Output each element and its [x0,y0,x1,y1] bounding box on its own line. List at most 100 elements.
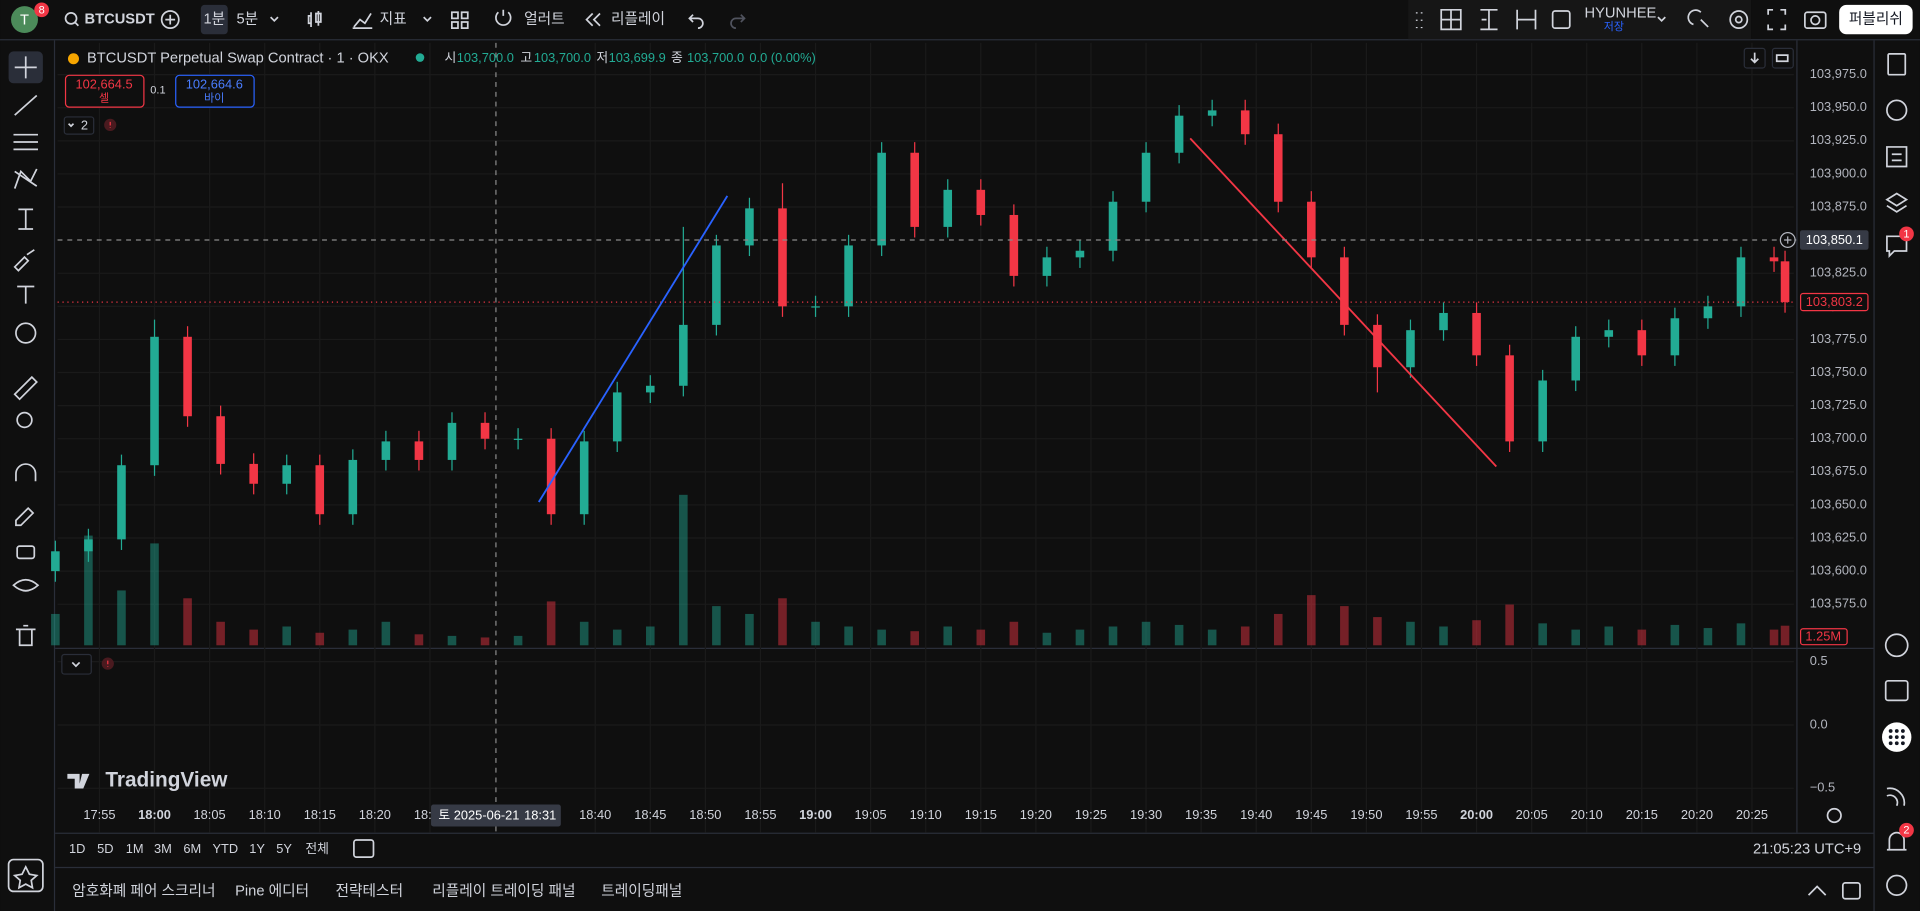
volume-bar [1604,626,1614,646]
trend-line-up[interactable] [538,195,729,503]
x-tick-label: 20:25 [1736,807,1768,822]
ohlc-label: 시 [445,50,457,65]
projection-tool[interactable] [18,208,34,230]
bottom-tab[interactable]: 리플레이 트레이딩 패널 [432,882,575,899]
quick-search[interactable] [1687,9,1709,28]
star-icon [12,865,39,890]
news-panel[interactable] [1886,146,1908,168]
pattern-tool[interactable] [13,168,38,189]
user-name[interactable]: HYUNHEE [1584,5,1656,21]
volume-bar [51,613,60,646]
x-tick-label: 19:05 [855,807,887,822]
bottom-tab[interactable]: 트레이딩패널 [601,882,682,899]
interval-dropdown[interactable] [270,16,279,23]
fullscreen-button[interactable] [1767,8,1787,31]
bottom-tab[interactable]: Pine 에디터 [235,882,309,899]
range-button[interactable]: 5D [97,841,113,856]
icon-tool[interactable] [15,322,37,344]
ruler-tool[interactable] [13,375,38,401]
snapshot-button[interactable] [1804,11,1827,30]
brush-tool[interactable] [13,249,35,272]
goto-date[interactable] [353,839,375,858]
indicators-button[interactable]: 지표 [380,10,407,27]
lock-tool[interactable] [16,545,36,560]
target-panel[interactable] [1884,633,1909,658]
volume-bar [348,629,358,646]
symbol-search[interactable]: BTCUSDT [85,11,155,27]
candle-body [84,539,93,552]
user-dropdown[interactable] [1657,16,1666,23]
candle-body [1637,330,1647,356]
crosshair-tool[interactable] [14,56,37,79]
y-tick-label: 103,600.0 [1810,563,1867,578]
y-tick-label: 103,700.0 [1810,430,1867,445]
scroll-icon [1750,52,1759,64]
indicators-toggle[interactable] [63,116,95,135]
text-tool[interactable] [17,285,35,304]
y-tick-label: 103,950.0 [1810,99,1867,114]
panel-collapse[interactable] [1807,885,1827,896]
save-status[interactable]: 저장 [1604,20,1624,33]
delete-tool[interactable] [15,624,36,647]
watchlist-button[interactable] [7,858,44,893]
trendline-tool[interactable] [14,94,38,116]
watchlist-panel[interactable] [1887,53,1907,76]
chart-type-button[interactable] [307,11,322,27]
calendar-panel[interactable] [1884,679,1909,702]
volume-bar [1472,620,1481,646]
search-icon[interactable] [64,11,78,25]
redo-button[interactable] [730,14,746,30]
volume-bar [1141,621,1151,646]
range-button[interactable]: 1D [69,841,85,856]
layout-button[interactable] [1440,8,1462,31]
sync-button[interactable] [1551,10,1571,30]
interval-5m[interactable]: 5분 [237,11,259,27]
bottom-tab[interactable]: 전략테스터 [336,882,404,899]
indicators-dropdown[interactable] [423,16,432,23]
sell-button[interactable] [64,74,145,108]
range-button[interactable]: 5Y [276,841,292,856]
volume-bar [1637,629,1647,646]
layers-panel[interactable] [1885,192,1909,213]
symbol-title[interactable]: BTCUSDT Perpetual Swap Contract · 1 · OK… [87,51,389,67]
bottom-tab[interactable]: 암호화폐 페어 스크리너 [72,882,215,899]
range-button[interactable]: 3M [154,841,172,856]
zoom-tool[interactable] [16,411,33,429]
measure-button[interactable] [1480,8,1498,31]
magnet-tool[interactable] [15,463,37,482]
axis-settings[interactable] [1826,807,1842,824]
range-button[interactable]: 1M [126,841,144,856]
alerts-panel[interactable] [1886,99,1908,121]
trend-line-down[interactable] [1189,137,1497,468]
publish-button[interactable]: 퍼블리쉬 [1849,10,1903,27]
notifications-panel[interactable] [1886,831,1907,851]
help-panel[interactable] [1886,874,1908,896]
interval-1m[interactable]: 1분 [203,11,225,27]
volume-bar [249,629,258,646]
x-tick-label: 18:45 [634,807,666,822]
range-button[interactable] [1516,9,1537,30]
pane-toggle[interactable] [61,653,92,675]
settings-button[interactable] [1729,10,1749,30]
buy-button[interactable] [175,74,255,108]
volume-bar [1075,629,1085,646]
stream-panel[interactable] [1886,787,1906,807]
range-button[interactable]: 전체 [305,841,329,856]
hide-tool[interactable] [12,578,40,592]
range-button[interactable]: 6M [183,841,201,856]
replay-button[interactable]: 리플레이 [611,10,665,27]
range-button[interactable]: 1Y [249,841,265,856]
range-button[interactable]: YTD [212,841,238,856]
stay-drawing-tool[interactable] [15,506,35,527]
panel-maximize[interactable] [1841,881,1861,900]
compare-button[interactable] [160,10,180,30]
maximize-button[interactable] [1771,47,1794,69]
undo-button[interactable] [688,14,704,30]
drawing-toolbar-bg [1408,0,1752,40]
fib-tool[interactable] [13,133,38,151]
avatar[interactable] [11,6,38,34]
ohlc-label: 저 [596,50,608,65]
last-price-label: 103,803.2 [1806,294,1863,309]
templates-button[interactable] [450,11,469,30]
alert-button[interactable]: 얼러트 [524,10,565,27]
